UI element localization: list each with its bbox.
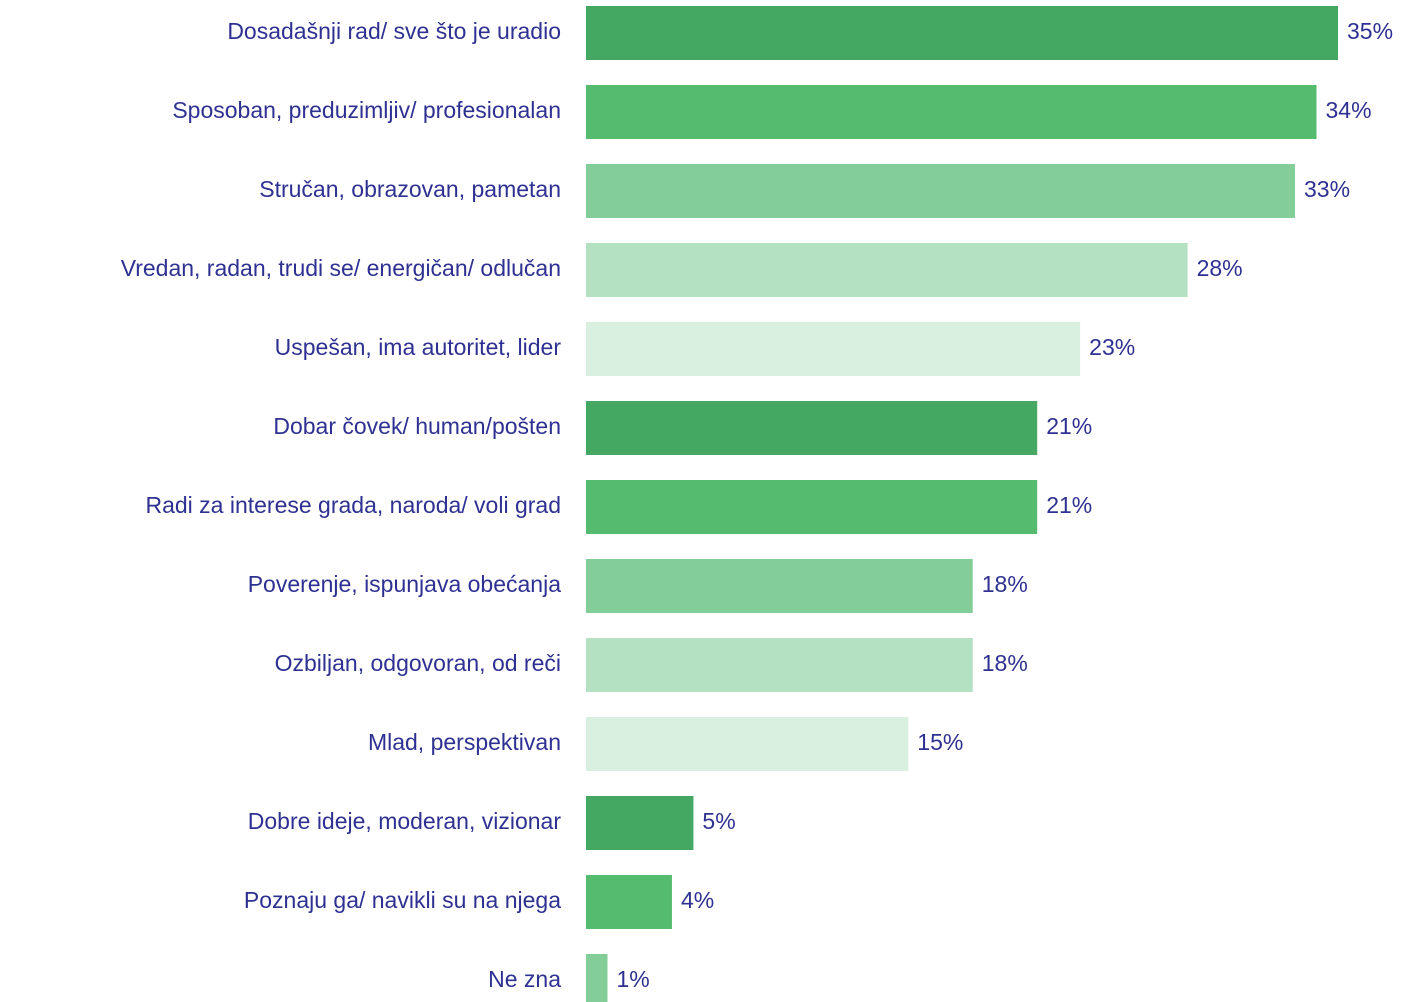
- category-label: Dobre ideje, moderan, vizionar: [248, 808, 562, 834]
- category-label: Poverenje, ispunjava obećanja: [248, 571, 561, 597]
- value-label: 28%: [1197, 255, 1243, 281]
- bar: [586, 638, 973, 692]
- value-label: 18%: [982, 571, 1028, 597]
- category-label: Ne zna: [488, 966, 561, 992]
- bar: [586, 243, 1188, 297]
- bar: [586, 85, 1317, 139]
- bar: [586, 559, 973, 613]
- value-label: 21%: [1046, 413, 1092, 439]
- category-label: Radi za interese grada, naroda/ voli gra…: [145, 492, 561, 518]
- category-label: Uspešan, ima autoritet, lider: [275, 334, 562, 360]
- bar: [586, 480, 1038, 534]
- category-label: Ozbiljan, odgovoran, od reči: [275, 650, 561, 676]
- value-label: 15%: [917, 729, 963, 755]
- value-label: 21%: [1046, 492, 1092, 518]
- value-label: 34%: [1326, 97, 1372, 123]
- bar: [586, 717, 909, 771]
- bar: [586, 954, 608, 1002]
- bar: [586, 875, 672, 929]
- bar: [586, 6, 1338, 60]
- bar: [586, 164, 1296, 218]
- category-label: Dosadašnji rad/ sve što je uradio: [227, 18, 561, 44]
- category-label: Sposoban, preduzimljiv/ profesionalan: [172, 97, 561, 123]
- category-label: Mlad, perspektivan: [368, 729, 561, 755]
- value-label: 35%: [1347, 18, 1393, 44]
- value-label: 4%: [681, 887, 714, 913]
- value-label: 5%: [702, 808, 735, 834]
- category-label: Stručan, obrazovan, pametan: [259, 176, 561, 202]
- value-label: 1%: [616, 966, 649, 992]
- value-label: 33%: [1304, 176, 1350, 202]
- category-label: Poznaju ga/ navikli su na njega: [244, 887, 561, 913]
- category-label: Dobar čovek/ human/pošten: [273, 413, 561, 439]
- bar: [586, 796, 694, 850]
- value-label: 23%: [1089, 334, 1135, 360]
- category-label: Vredan, radan, trudi se/ energičan/ odlu…: [121, 255, 561, 281]
- bar: [586, 401, 1038, 455]
- bar: [586, 322, 1081, 376]
- value-label: 18%: [982, 650, 1028, 676]
